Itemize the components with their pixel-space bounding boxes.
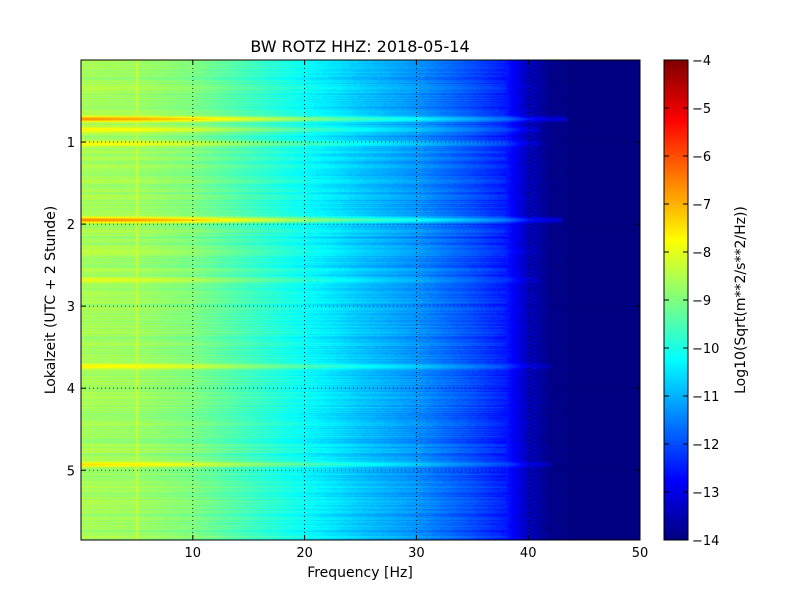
chart-title: BW ROTZ HHZ: 2018-05-14 — [250, 37, 469, 56]
x-axis-ticks: 10 20 30 40 50 — [185, 60, 649, 561]
colorbar-tick-label: −13 — [692, 486, 719, 501]
y-tick-label: 4 — [67, 382, 75, 397]
x-tick-label: 40 — [520, 546, 537, 561]
y-tick-label: 5 — [67, 464, 75, 479]
colorbar-tick-label: −14 — [692, 534, 719, 549]
x-tick-label: 10 — [185, 546, 202, 561]
colorbar-ticks: −14 −13 −12 −11 −10 −9 −8 −7 −6 −5 −4 — [664, 54, 719, 549]
colorbar-tick-label: −12 — [692, 438, 719, 453]
colorbar-tick-label: −4 — [692, 54, 711, 69]
x-tick-label: 30 — [408, 546, 425, 561]
x-axis-label: Frequency [Hz] — [307, 565, 413, 581]
y-tick-label: 1 — [67, 136, 75, 151]
colorbar-tick-label: −9 — [692, 294, 711, 309]
plot-area: 10 20 30 40 50 1 2 3 4 5 — [67, 59, 649, 561]
x-tick-label: 50 — [632, 546, 649, 561]
colorbar-tick-label: −8 — [692, 246, 711, 261]
y-axis-ticks: 1 2 3 4 5 — [67, 136, 640, 479]
colorbar-label: Log10(Sqrt(m**2/s**2/Hz)) — [733, 206, 749, 394]
plot-frame — [80, 59, 641, 541]
colorbar-tick-label: −6 — [692, 150, 711, 165]
colorbar-tick-label: −5 — [692, 102, 711, 117]
x-tick-label: 20 — [296, 546, 313, 561]
grid-lines — [81, 60, 640, 540]
colorbar-tick-label: −7 — [692, 198, 711, 213]
y-tick-label: 2 — [67, 218, 75, 233]
colorbar: −14 −13 −12 −11 −10 −9 −8 −7 −6 −5 −4 — [663, 54, 719, 549]
spectrogram-image — [81, 60, 640, 540]
y-tick-label: 3 — [67, 300, 75, 315]
y-axis-label: Lokalzeit (UTC + 2 Stunde) — [43, 206, 59, 395]
colorbar-tick-label: −11 — [692, 390, 719, 405]
colorbar-tick-label: −10 — [692, 342, 719, 357]
